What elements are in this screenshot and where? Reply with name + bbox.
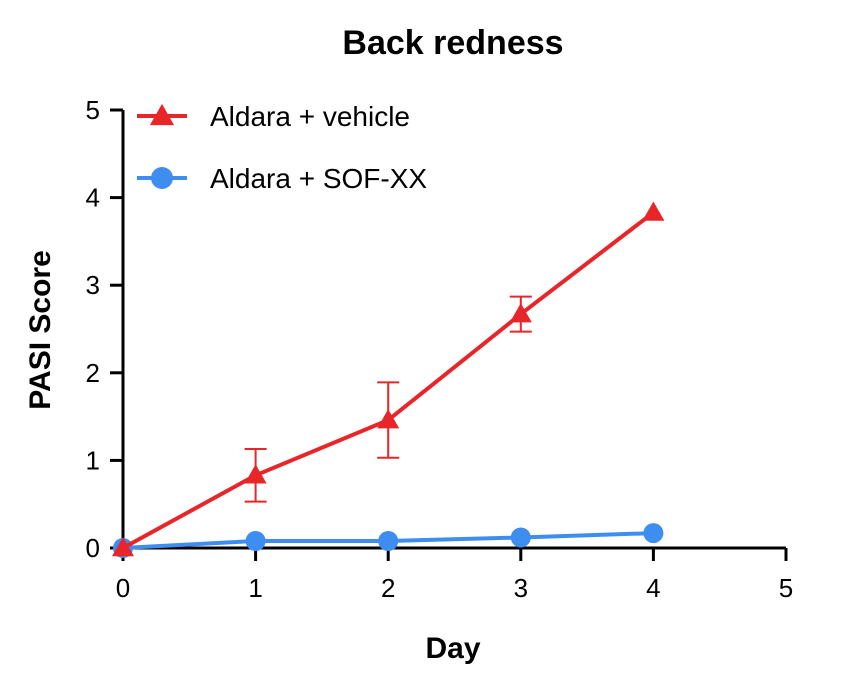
- chart-title: Back redness: [342, 24, 563, 62]
- x-axis-ticks: 0 1 2 3 4 5: [116, 548, 793, 603]
- legend-marker: [149, 103, 175, 126]
- data-point-circle: [245, 530, 266, 551]
- y-tick-label: 3: [86, 270, 100, 300]
- data-point-triangle: [112, 537, 134, 557]
- legend-label: Aldara + vehicle: [210, 101, 410, 132]
- series-layer: [112, 201, 665, 558]
- data-point-circle: [643, 523, 664, 544]
- y-axis-ticks: 0 1 2 3 4 5: [86, 95, 123, 563]
- y-tick-label: 4: [86, 183, 100, 213]
- series-group: [112, 201, 665, 557]
- legend: Aldara + vehicle Aldara + SOF-XX: [137, 101, 427, 194]
- x-tick-label: 4: [646, 573, 660, 603]
- x-tick-label: 3: [514, 573, 528, 603]
- y-axis-label: PASI Score: [24, 250, 57, 410]
- data-point-circle: [378, 530, 399, 551]
- y-tick-label: 2: [86, 358, 100, 388]
- data-point-circle: [510, 527, 531, 548]
- x-tick-label: 2: [381, 573, 395, 603]
- x-tick-label: 0: [116, 573, 130, 603]
- y-tick-label: 1: [86, 445, 100, 475]
- x-tick-label: 1: [248, 573, 262, 603]
- legend-label: Aldara + SOF-XX: [210, 163, 427, 194]
- series-line: [122, 210, 655, 550]
- data-point-triangle: [377, 409, 400, 429]
- legend-marker: [151, 167, 173, 189]
- x-axis-label: Day: [425, 632, 480, 665]
- y-tick-label: 5: [86, 95, 100, 125]
- x-tick-label: 5: [779, 573, 793, 603]
- y-tick-label: 0: [86, 533, 100, 563]
- data-point-triangle: [642, 201, 665, 221]
- data-point-triangle: [509, 303, 532, 323]
- data-point-triangle: [244, 464, 267, 484]
